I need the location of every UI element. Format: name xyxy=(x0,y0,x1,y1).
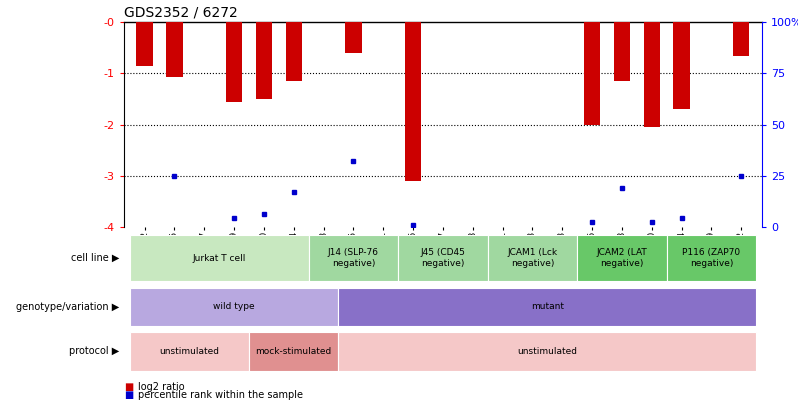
Text: unstimulated: unstimulated xyxy=(160,347,219,356)
Text: GDS2352 / 6272: GDS2352 / 6272 xyxy=(124,5,238,19)
Bar xyxy=(338,332,757,371)
Text: log2 ratio: log2 ratio xyxy=(138,382,184,392)
Bar xyxy=(136,22,152,66)
Text: JCAM2 (LAT
negative): JCAM2 (LAT negative) xyxy=(597,249,647,268)
Bar xyxy=(577,235,666,281)
Bar xyxy=(666,235,757,281)
Text: JCAM1 (Lck
negative): JCAM1 (Lck negative) xyxy=(508,249,558,268)
Text: mutant: mutant xyxy=(531,302,564,311)
Bar xyxy=(614,22,630,81)
Bar xyxy=(249,332,338,371)
Bar xyxy=(674,22,689,109)
Bar xyxy=(346,22,361,53)
Text: mock-stimulated: mock-stimulated xyxy=(255,347,332,356)
Text: cell line ▶: cell line ▶ xyxy=(71,253,120,263)
Bar xyxy=(584,22,600,125)
Bar xyxy=(309,235,398,281)
Bar xyxy=(405,22,421,181)
Bar xyxy=(255,22,272,99)
Bar xyxy=(488,235,577,281)
Text: ■: ■ xyxy=(124,390,133,400)
Text: J14 (SLP-76
negative): J14 (SLP-76 negative) xyxy=(328,249,379,268)
Bar xyxy=(129,288,338,326)
Text: wild type: wild type xyxy=(213,302,255,311)
Text: J45 (CD45
negative): J45 (CD45 negative) xyxy=(421,249,465,268)
Bar xyxy=(286,22,302,81)
Bar xyxy=(129,235,309,281)
Bar xyxy=(398,235,488,281)
Text: percentile rank within the sample: percentile rank within the sample xyxy=(138,390,303,400)
Bar xyxy=(129,332,249,371)
Bar xyxy=(733,22,749,55)
Text: P116 (ZAP70
negative): P116 (ZAP70 negative) xyxy=(682,249,741,268)
Text: protocol ▶: protocol ▶ xyxy=(69,346,120,356)
Bar xyxy=(643,22,660,127)
Text: ■: ■ xyxy=(124,382,133,392)
Text: genotype/variation ▶: genotype/variation ▶ xyxy=(17,302,120,312)
Text: Jurkat T cell: Jurkat T cell xyxy=(192,254,246,263)
Bar xyxy=(166,22,183,77)
Text: unstimulated: unstimulated xyxy=(517,347,577,356)
Bar xyxy=(338,288,757,326)
Bar xyxy=(226,22,243,102)
